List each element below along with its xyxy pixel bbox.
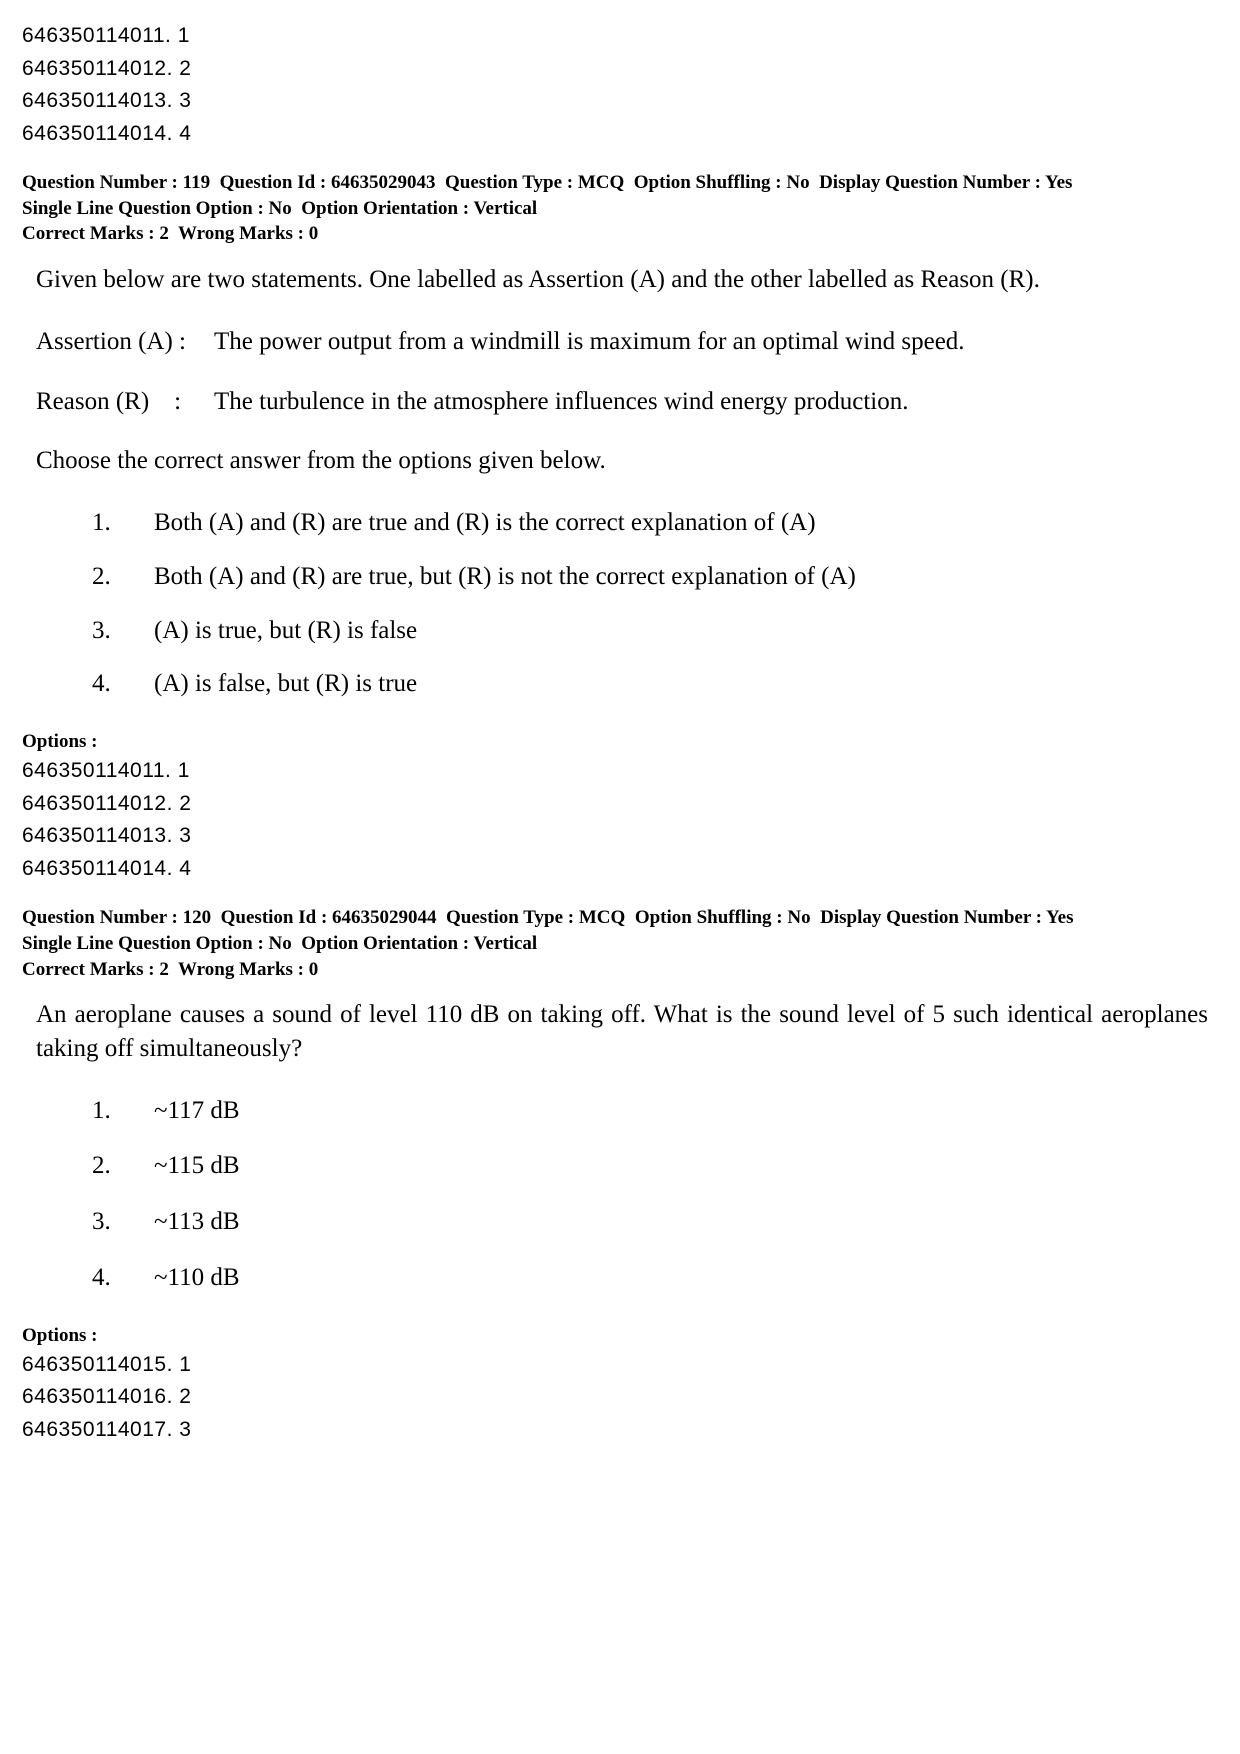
answer-option: 4. ~110 dB <box>92 1261 1208 1295</box>
reason-row: Reason (R) : The turbulence in the atmos… <box>36 385 1208 419</box>
reason-text: The turbulence in the atmosphere influen… <box>214 385 1208 419</box>
reason-label: Reason (R) : <box>36 385 214 419</box>
q119-options-label: Options : <box>22 731 1218 753</box>
option-row: 646350114011. 1 <box>22 20 1218 53</box>
q120-answer-options: 1. ~117 dB 2. ~115 dB 3. ~113 dB 4. ~110… <box>36 1094 1208 1295</box>
q120-options: 646350114015. 1 646350114016. 2 64635011… <box>22 1349 1218 1447</box>
answer-option: 1. Both (A) and (R) are true and (R) is … <box>92 506 1208 540</box>
q120-text: An aeroplane causes a sound of level 110… <box>36 998 1208 1066</box>
q119-intro: Given below are two statements. One labe… <box>36 263 1208 297</box>
option-row: 646350114013. 3 <box>22 85 1218 118</box>
q119-body: Given below are two statements. One labe… <box>22 257 1218 711</box>
assertion-row: Assertion (A) : The power output from a … <box>36 325 1208 359</box>
option-row: 646350114014. 4 <box>22 853 1218 886</box>
q120-options-label: Options : <box>22 1325 1218 1347</box>
option-row: 646350114016. 2 <box>22 1381 1218 1414</box>
option-row: 646350114014. 4 <box>22 118 1218 151</box>
answer-option: 2. Both (A) and (R) are true, but (R) is… <box>92 560 1208 594</box>
option-row: 646350114015. 1 <box>22 1349 1218 1382</box>
answer-option: 2. ~115 dB <box>92 1149 1208 1183</box>
q119-answer-options: 1. Both (A) and (R) are true and (R) is … <box>36 506 1208 701</box>
q119-meta: Question Number : 119 Question Id : 6463… <box>22 170 1218 247</box>
option-row: 646350114013. 3 <box>22 820 1218 853</box>
q120-meta: Question Number : 120 Question Id : 6463… <box>22 905 1218 982</box>
answer-option: 1. ~117 dB <box>92 1094 1208 1128</box>
assertion-text: The power output from a windmill is maxi… <box>214 325 1208 359</box>
q119-choose: Choose the correct answer from the optio… <box>36 444 1208 478</box>
assertion-label: Assertion (A) : <box>36 325 214 359</box>
prev-question-options: 646350114011. 1 646350114012. 2 64635011… <box>22 20 1218 150</box>
q120-body: An aeroplane causes a sound of level 110… <box>22 992 1218 1305</box>
answer-option: 4. (A) is false, but (R) is true <box>92 667 1208 701</box>
option-row: 646350114011. 1 <box>22 755 1218 788</box>
answer-option: 3. (A) is true, but (R) is false <box>92 614 1208 648</box>
answer-option: 3. ~113 dB <box>92 1205 1208 1239</box>
option-row: 646350114017. 3 <box>22 1414 1218 1447</box>
option-row: 646350114012. 2 <box>22 53 1218 86</box>
q119-options: 646350114011. 1 646350114012. 2 64635011… <box>22 755 1218 885</box>
option-row: 646350114012. 2 <box>22 788 1218 821</box>
